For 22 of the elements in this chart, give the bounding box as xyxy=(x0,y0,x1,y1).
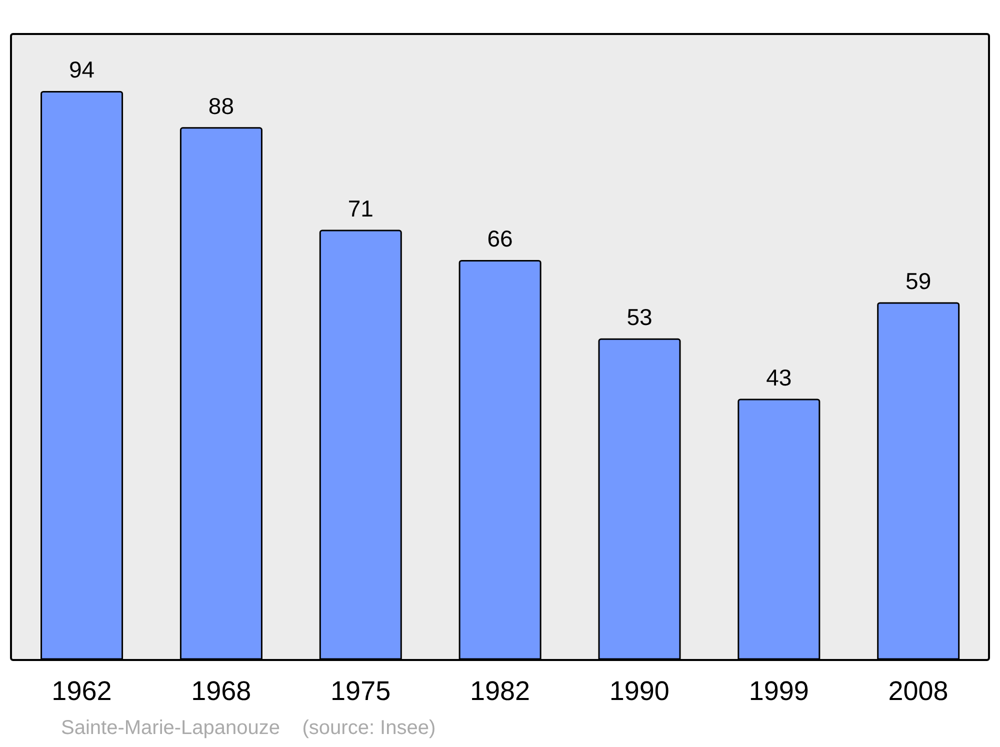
data-label: 66 xyxy=(487,226,513,252)
bar xyxy=(877,302,960,659)
x-tick-label: 1999 xyxy=(748,676,809,706)
x-tick-label: 1990 xyxy=(609,676,670,706)
data-label: 59 xyxy=(906,268,932,294)
data-label: 43 xyxy=(766,364,792,391)
data-label: 94 xyxy=(68,56,95,83)
x-tick-label: 2008 xyxy=(888,676,948,706)
data-label: 53 xyxy=(626,304,652,330)
bar xyxy=(598,338,681,659)
bar xyxy=(180,127,262,659)
text: Sainte-Marie-Lapanouze (source: Insee) xyxy=(61,717,436,740)
x-tick-label: 1968 xyxy=(191,676,252,706)
bar xyxy=(458,260,542,659)
bar xyxy=(319,230,402,659)
data-label: 71 xyxy=(348,196,374,222)
bar xyxy=(738,398,820,659)
x-tick-label: 1975 xyxy=(330,676,391,706)
bar xyxy=(40,90,124,659)
x-tick-label: 1982 xyxy=(470,676,530,706)
data-label: 88 xyxy=(208,92,234,119)
x-tick-label: 1962 xyxy=(52,676,112,706)
